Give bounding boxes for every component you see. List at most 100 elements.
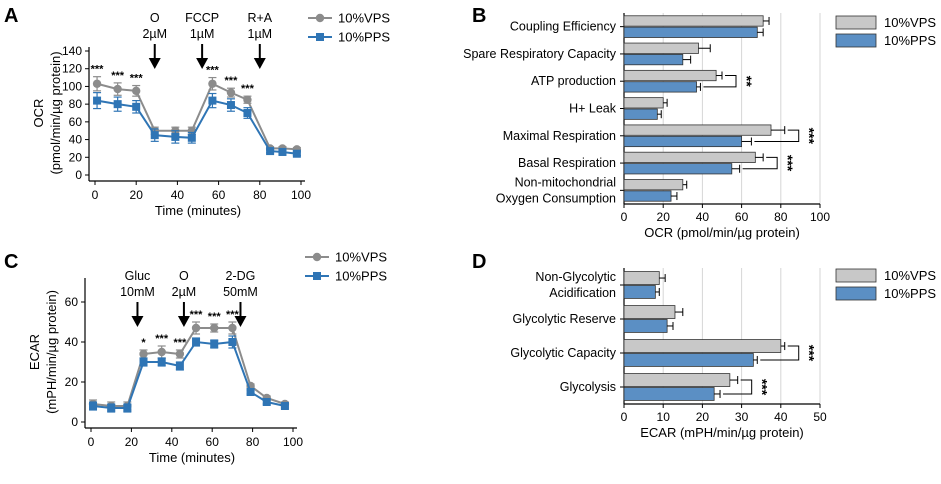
x-tick-label: 40	[774, 410, 788, 424]
legend-marker	[313, 272, 321, 280]
x-tick-label: 0	[621, 410, 628, 424]
data-point	[210, 323, 219, 333]
legend-label: 10%VPS	[884, 268, 936, 283]
category-label: Maximal Respiration	[503, 129, 616, 143]
legend-marker	[316, 33, 324, 41]
injection-concentration: 1µM	[248, 27, 273, 41]
significance-stars: ***	[780, 155, 796, 172]
data-point	[278, 147, 287, 156]
x-axis-title: Time (minutes)	[149, 450, 235, 465]
significance-stars: ***	[241, 83, 255, 95]
data-point	[89, 402, 98, 410]
category-label: H+ Leak	[569, 102, 617, 116]
injection-arrow-head	[148, 58, 161, 69]
x-tick-label: 20	[125, 435, 139, 449]
legend-label: 10%VPS	[338, 11, 390, 26]
injection-label: FCCP	[185, 11, 219, 25]
y-axis-title: ECAR (mPH/min/µg protein)	[27, 290, 59, 414]
data-point	[132, 86, 141, 96]
injection-concentration: 50mM	[223, 285, 258, 299]
y-tick-label: 20	[69, 150, 83, 164]
series-line-10%VPS	[96, 82, 297, 151]
category-label: Oxygen Consumption	[496, 191, 616, 205]
category-label: Acidification	[549, 286, 616, 300]
x-tick-label: 20	[130, 188, 144, 202]
data-point	[139, 358, 148, 366]
data-point	[208, 79, 217, 88]
significance-stars: ***	[111, 70, 125, 82]
significance-stars: ***	[206, 65, 220, 77]
legend-label: 10%PPS	[335, 269, 387, 284]
x-tick-label: 80	[253, 188, 267, 202]
x-tick-label: 0	[621, 210, 628, 224]
data-point	[187, 133, 196, 142]
data-point	[157, 358, 166, 366]
bar-10%PPS	[623, 163, 733, 175]
panel-letter: A	[4, 5, 18, 27]
y-tick-label: 80	[69, 97, 83, 111]
significance-stars: ***	[208, 311, 222, 323]
bar-10%VPS	[623, 179, 684, 191]
y-tick-label: 0	[75, 168, 82, 182]
data-point	[243, 95, 252, 104]
y-tick-label: 0	[71, 415, 78, 429]
data-point	[228, 338, 237, 346]
series-line-10%PPS	[96, 99, 298, 155]
data-point	[93, 96, 102, 105]
bar-10%PPS	[623, 387, 715, 401]
y-tick-label: 60	[65, 295, 79, 309]
significance-bracket	[723, 379, 753, 395]
bar-10%VPS	[623, 42, 699, 54]
x-tick-label: 0	[88, 435, 95, 449]
data-point	[246, 388, 255, 396]
legend-label: 10%VPS	[335, 250, 387, 265]
injection-arrow-head	[196, 58, 209, 69]
category-label: Glycolytic Reserve	[513, 312, 617, 326]
y-tick-label: 60	[69, 115, 83, 129]
data-point	[243, 109, 252, 117]
panel-a: A 0 20 40 60 80 100 120 140 0 20 40 60 80 100 Time (min…	[4, 5, 390, 218]
x-tick-label: 50	[813, 410, 827, 424]
y-tick-label: 40	[69, 133, 83, 147]
legend-label: 10%PPS	[884, 286, 936, 301]
legend-swatch	[835, 286, 877, 301]
y-axis-title: OCR (pmol/min/µg protein)	[31, 51, 63, 174]
bar-10%VPS	[623, 97, 664, 109]
significance-stars: ***	[155, 333, 169, 345]
bar-10%VPS	[623, 69, 717, 82]
injection-concentration: 10mM	[120, 285, 155, 299]
data-point	[132, 102, 141, 111]
x-tick-label: 30	[735, 410, 749, 424]
injection-arrow-head	[131, 316, 144, 327]
significance-stars: ***	[802, 345, 818, 362]
bar-10%PPS	[623, 190, 672, 202]
injection-label: O	[179, 269, 189, 283]
x-tick-label: 20	[657, 210, 671, 224]
injection-label: 2-DG	[226, 269, 256, 283]
injection-concentration: 2µM	[172, 285, 197, 299]
y-axis-title-line: OCR	[31, 99, 46, 128]
x-tick-label: 100	[291, 188, 311, 202]
panel-letter: B	[472, 5, 486, 27]
bar-10%PPS	[623, 353, 754, 367]
x-tick-label: 80	[774, 210, 788, 224]
bar-10%VPS	[623, 124, 772, 136]
significance-stars: **	[739, 76, 755, 87]
x-tick-label: 60	[206, 435, 220, 449]
data-point	[123, 404, 132, 412]
data-point	[139, 349, 148, 359]
y-axis-title-line: ECAR	[27, 334, 42, 370]
injection-arrow-head	[177, 316, 190, 327]
x-tick-label: 10	[657, 410, 671, 424]
data-point	[157, 347, 166, 357]
data-point	[107, 404, 116, 412]
significance-stars: ***	[173, 337, 187, 349]
x-axis-title: ECAR (mPH/min/µg protein)	[640, 425, 804, 440]
bar-10%PPS	[623, 108, 658, 120]
significance-stars: ***	[91, 64, 105, 76]
injection-label: O	[150, 11, 160, 25]
legend-label: 10%PPS	[884, 33, 936, 48]
data-point	[192, 338, 201, 346]
panel-c: C 0 20 40 60 0 20 40 60 80 100 Time (minutes) ECAR (m…	[4, 250, 387, 466]
bar-10%VPS	[623, 151, 756, 163]
